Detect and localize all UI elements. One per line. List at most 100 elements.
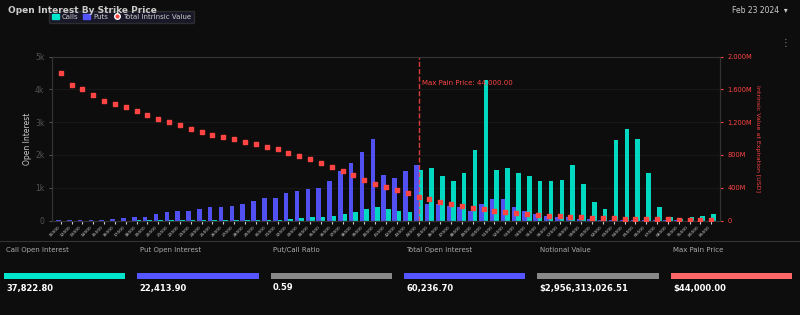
Point bbox=[76, 87, 89, 92]
Point bbox=[174, 123, 186, 128]
Bar bbox=[218, 207, 223, 220]
Point bbox=[650, 217, 663, 222]
Bar bbox=[570, 165, 575, 220]
Point bbox=[347, 173, 360, 178]
Bar bbox=[132, 217, 137, 220]
Bar bbox=[635, 139, 640, 220]
Point bbox=[574, 215, 587, 220]
Bar bbox=[468, 211, 473, 220]
Bar bbox=[370, 139, 375, 220]
Bar bbox=[451, 181, 456, 220]
Bar bbox=[506, 168, 510, 220]
Bar bbox=[581, 185, 586, 220]
Bar bbox=[678, 219, 683, 220]
Point bbox=[379, 184, 392, 189]
Text: 37,822.80: 37,822.80 bbox=[6, 284, 54, 293]
Text: Notional Value: Notional Value bbox=[540, 247, 590, 253]
Point bbox=[185, 126, 198, 131]
Bar bbox=[251, 201, 256, 220]
Point bbox=[109, 102, 122, 107]
Point bbox=[87, 93, 100, 98]
Point bbox=[293, 153, 306, 158]
Bar bbox=[208, 207, 213, 220]
Point bbox=[402, 191, 414, 196]
Text: ⋮: ⋮ bbox=[781, 38, 790, 48]
Text: Open Interest By Strike Price: Open Interest By Strike Price bbox=[8, 6, 157, 15]
Bar bbox=[494, 170, 499, 220]
Point bbox=[65, 83, 78, 88]
Point bbox=[477, 207, 490, 212]
Point bbox=[683, 217, 696, 222]
Bar bbox=[668, 217, 673, 220]
Bar bbox=[382, 175, 386, 220]
Point bbox=[564, 215, 577, 220]
Bar bbox=[349, 163, 354, 220]
Bar bbox=[425, 204, 430, 220]
Point bbox=[130, 108, 143, 113]
Bar bbox=[483, 80, 488, 220]
Point bbox=[314, 161, 327, 166]
Bar bbox=[534, 214, 538, 220]
Bar bbox=[511, 207, 516, 220]
Bar bbox=[592, 203, 597, 220]
Bar bbox=[321, 217, 326, 220]
Bar bbox=[175, 211, 180, 220]
Point bbox=[423, 197, 436, 202]
Point bbox=[358, 177, 370, 182]
Bar bbox=[154, 214, 158, 220]
Bar bbox=[657, 207, 662, 220]
Bar bbox=[386, 209, 390, 220]
Bar bbox=[241, 204, 245, 220]
Point bbox=[445, 202, 458, 207]
Point bbox=[119, 105, 132, 110]
Bar bbox=[549, 181, 554, 220]
Bar bbox=[316, 188, 321, 220]
Bar bbox=[440, 176, 445, 220]
Point bbox=[98, 98, 110, 103]
Point bbox=[304, 157, 317, 162]
Point bbox=[672, 217, 685, 222]
Bar bbox=[418, 170, 423, 220]
Text: Put/Call Ratio: Put/Call Ratio bbox=[273, 247, 320, 253]
Point bbox=[195, 129, 208, 135]
Bar bbox=[392, 178, 397, 220]
Point bbox=[586, 215, 598, 220]
Bar bbox=[559, 180, 564, 220]
Bar bbox=[603, 209, 607, 220]
Bar bbox=[436, 204, 440, 220]
Point bbox=[260, 144, 273, 149]
Bar bbox=[110, 219, 115, 220]
Point bbox=[640, 217, 653, 222]
Bar bbox=[284, 193, 289, 220]
Bar bbox=[262, 198, 266, 220]
Text: $2,956,313,026.51: $2,956,313,026.51 bbox=[540, 284, 629, 293]
Bar bbox=[332, 216, 336, 220]
Bar bbox=[165, 212, 169, 220]
Point bbox=[618, 216, 631, 221]
Bar bbox=[360, 152, 364, 220]
Bar bbox=[186, 211, 191, 220]
Bar bbox=[310, 217, 314, 220]
Bar bbox=[273, 198, 278, 220]
Point bbox=[326, 165, 338, 170]
Point bbox=[597, 216, 610, 221]
Bar bbox=[501, 199, 506, 220]
Bar bbox=[230, 206, 234, 220]
Point bbox=[662, 217, 674, 222]
Text: 22,413.90: 22,413.90 bbox=[140, 284, 187, 293]
Point bbox=[152, 117, 165, 122]
Bar bbox=[338, 171, 342, 220]
Text: $44,000.00: $44,000.00 bbox=[673, 284, 726, 293]
Bar bbox=[408, 212, 412, 220]
Bar bbox=[397, 211, 402, 220]
Point bbox=[250, 142, 262, 147]
Bar bbox=[364, 209, 369, 220]
Point bbox=[553, 214, 566, 219]
Point bbox=[531, 213, 544, 218]
Bar bbox=[446, 206, 451, 220]
Point bbox=[369, 181, 382, 186]
Bar bbox=[462, 173, 466, 220]
Point bbox=[629, 216, 642, 221]
Bar bbox=[143, 217, 147, 220]
Bar bbox=[414, 165, 418, 220]
